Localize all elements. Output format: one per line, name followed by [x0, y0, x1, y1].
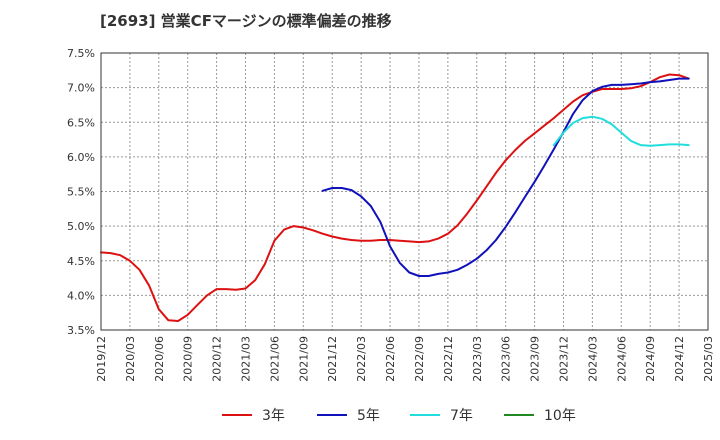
legend-label: 10年	[544, 408, 576, 424]
chart-title: [2693] 営業CFマージンの標準偏差の推移	[100, 12, 392, 30]
x-tick-label: 2021/03	[240, 336, 253, 382]
legend-label: 3年	[262, 408, 285, 424]
plot-area	[101, 53, 708, 330]
x-tick-label: 2022/03	[355, 336, 368, 382]
series-line-1	[321, 77, 690, 277]
legend-swatch	[317, 414, 347, 416]
legend-item-0: 3年	[222, 400, 285, 430]
y-tick-label: 6.0%	[67, 151, 95, 164]
x-tick-label: 2025/03	[702, 336, 715, 382]
x-tick-label: 2024/03	[586, 336, 599, 382]
series-layer	[100, 73, 690, 322]
y-tick-label: 4.0%	[67, 289, 95, 302]
x-tick-label: 2021/12	[326, 336, 339, 382]
x-tick-label: 2019/12	[95, 336, 108, 382]
x-tick-label: 2024/06	[615, 336, 628, 382]
y-tick-label: 7.5%	[67, 47, 95, 60]
series-line-2	[552, 115, 690, 147]
legend-swatch	[504, 414, 534, 416]
legend-swatch	[410, 414, 440, 416]
x-tick-label: 2023/06	[500, 336, 513, 382]
plot-frame	[100, 52, 709, 331]
y-tick-label: 3.5%	[67, 324, 95, 337]
x-tick-label: 2020/06	[153, 336, 166, 382]
x-tick-label: 2023/09	[529, 336, 542, 382]
x-axis-ticks: 2019/12 2020/03 2020/06 2020/09 2020/12 2021/…	[95, 336, 715, 382]
x-tick-label: 2022/09	[413, 336, 426, 382]
y-tick-label: 4.5%	[67, 255, 95, 268]
y-tick-label: 5.5%	[67, 186, 95, 199]
legend-item-1: 5年	[317, 400, 380, 430]
legend-item-3: 10年	[504, 400, 576, 430]
x-tick-label: 2021/09	[297, 336, 310, 382]
x-tick-label: 2020/03	[124, 336, 137, 382]
legend-swatch	[222, 414, 252, 416]
x-tick-label: 2024/09	[644, 336, 657, 382]
line-chart: 3.5% 4.0% 4.5% 5.0% 5.5% 6.0% 6.5% 7.0% 7.5% 201…	[67, 47, 715, 382]
legend-label: 5年	[357, 408, 380, 424]
y-tick-label: 5.0%	[67, 220, 95, 233]
y-axis-ticks: 3.5% 4.0% 4.5% 5.0% 5.5% 6.0% 6.5% 7.0% 7.5%	[67, 47, 95, 337]
x-tick-label: 2022/06	[384, 336, 397, 382]
x-tick-label: 2023/12	[557, 336, 570, 382]
x-tick-label: 2022/12	[442, 336, 455, 382]
x-tick-label: 2024/12	[673, 336, 686, 382]
x-tick-label: 2021/06	[268, 336, 281, 382]
legend-label: 7年	[450, 408, 473, 424]
legend-item-2: 7年	[410, 400, 473, 430]
legend: 3年 5年 7年 10年	[0, 400, 720, 430]
x-tick-label: 2020/09	[182, 336, 195, 382]
y-tick-label: 6.5%	[67, 116, 95, 129]
y-tick-label: 7.0%	[67, 82, 95, 95]
x-tick-label: 2023/03	[471, 336, 484, 382]
x-tick-label: 2020/12	[211, 336, 224, 382]
